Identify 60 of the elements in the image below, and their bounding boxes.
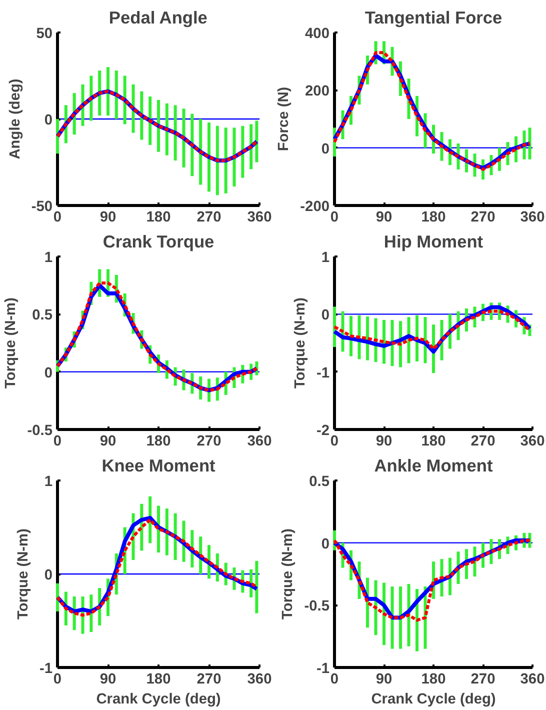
- y-tick-label: 0.5: [32, 308, 52, 324]
- y-tick-label: -0.5: [304, 598, 330, 615]
- chart-title: Ankle Moment: [374, 456, 493, 476]
- x-tick-label: 360: [520, 434, 545, 450]
- y-axis-title: Torque (N-m): [3, 297, 20, 388]
- y-tick-label: -1: [316, 365, 330, 382]
- x-tick-label: 90: [100, 210, 116, 226]
- chart-title: Pedal Angle: [108, 8, 208, 28]
- y-tick-label: -50: [31, 199, 53, 215]
- y-tick-label: 0: [321, 308, 330, 324]
- y-tick-label: 400: [305, 26, 330, 42]
- y-axis-title: Angle (deg): [7, 78, 24, 160]
- x-tick-label: 90: [100, 434, 116, 450]
- x-tick-label: 180: [146, 434, 171, 450]
- y-tick-label: 0.5: [309, 474, 330, 490]
- x-tick-label: 360: [247, 210, 272, 226]
- x-tick-label: 270: [196, 672, 222, 688]
- y-tick-label: 1: [44, 474, 53, 490]
- y-axis-title: Torque (N-m): [280, 528, 296, 620]
- y-axis-title: Torque (N-m): [292, 297, 308, 388]
- x-tick-label: 90: [100, 672, 116, 688]
- y-tick-label: -1: [39, 661, 53, 677]
- y-tick-label: -0.5: [27, 423, 53, 439]
- x-tick-label: 270: [196, 210, 222, 226]
- y-tick-label: -200: [300, 199, 330, 215]
- x-tick-label: 360: [520, 672, 545, 688]
- x-tick-label: 180: [146, 210, 171, 226]
- chart-title: Tangential Force: [364, 8, 503, 28]
- y-tick-label: 0: [321, 141, 330, 158]
- x-tick-label: 270: [196, 434, 222, 450]
- x-tick-label: 180: [421, 210, 446, 226]
- chart-title: Hip Moment: [384, 232, 484, 252]
- x-tick-label: 270: [470, 672, 496, 688]
- x-tick-label: 90: [376, 434, 392, 450]
- x-tick-label: 180: [421, 672, 446, 688]
- chart-title: Crank Torque: [102, 232, 215, 252]
- y-tick-label: -2: [316, 423, 330, 439]
- x-axis-title: Crank Cycle (deg): [96, 692, 221, 708]
- y-tick-label: 0: [321, 536, 330, 552]
- y-axis-title: Force (N): [276, 86, 292, 152]
- x-tick-label: 360: [520, 210, 545, 226]
- y-tick-label: -1: [316, 661, 330, 677]
- x-tick-label: 180: [146, 672, 171, 688]
- y-tick-label: 1: [321, 250, 330, 266]
- x-tick-label: 360: [247, 672, 272, 688]
- y-axis-title: Torque (N-m): [15, 528, 32, 620]
- x-tick-label: 270: [470, 434, 496, 450]
- y-tick-label: 0: [44, 568, 53, 584]
- x-tick-label: 270: [470, 210, 496, 226]
- y-tick-label: 1: [44, 250, 53, 266]
- chart-title: Knee Moment: [102, 456, 216, 476]
- y-tick-label: 50: [36, 26, 53, 42]
- y-tick-label: 200: [305, 84, 330, 100]
- y-tick-label: 0: [44, 365, 53, 382]
- x-tick-label: 360: [247, 434, 272, 450]
- x-tick-label: 90: [376, 672, 392, 688]
- x-tick-label: 90: [376, 210, 392, 226]
- x-axis-title: Crank Cycle (deg): [371, 692, 496, 708]
- y-tick-label: 0: [44, 112, 53, 128]
- x-tick-label: 180: [421, 434, 446, 450]
